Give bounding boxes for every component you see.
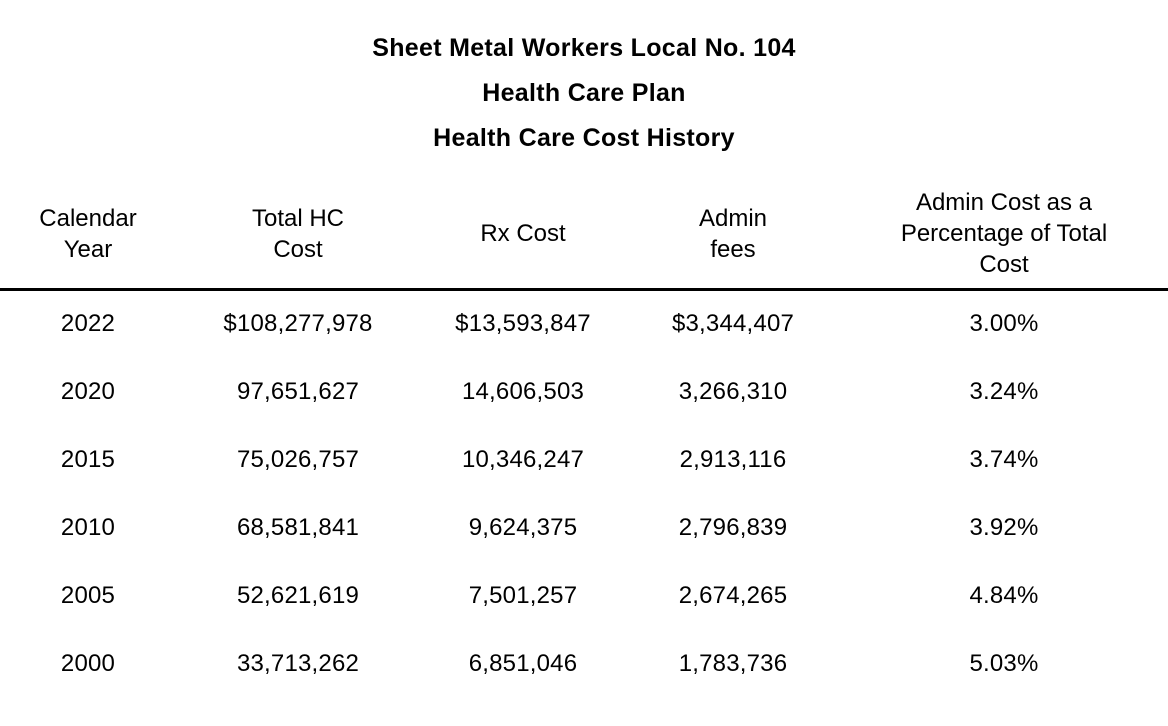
table-row: 2015 75,026,757 10,346,247 2,913,116 3.7… bbox=[0, 426, 1168, 494]
cell-total-hc-cost: 68,581,841 bbox=[236, 513, 360, 541]
title-line-plan: Health Care Plan bbox=[482, 79, 686, 107]
cell-rx-cost: 6,851,046 bbox=[468, 649, 578, 677]
cell-admin-fees: $3,344,407 bbox=[671, 310, 795, 338]
cell-year: 2022 bbox=[60, 310, 116, 338]
table-row: 2005 52,621,619 7,501,257 2,674,265 4.84… bbox=[0, 562, 1168, 630]
cell-admin-percent: 3.24% bbox=[969, 377, 1039, 405]
col-header-calendar-year: Calendar Year bbox=[0, 187, 176, 291]
table-header-row: Calendar Year Total HC Cost Rx Cost Admi… bbox=[0, 187, 1168, 291]
cell-rx-cost: 9,624,375 bbox=[468, 513, 578, 541]
col-header-admin-fees: Admin fees bbox=[626, 187, 840, 291]
cell-rx-cost: 7,501,257 bbox=[468, 581, 578, 609]
cell-year: 2015 bbox=[60, 445, 116, 473]
title-line-organization: Sheet Metal Workers Local No. 104 bbox=[372, 34, 796, 62]
col-header-rx-cost: Rx Cost bbox=[420, 187, 626, 291]
cell-admin-fees: 2,674,265 bbox=[678, 581, 788, 609]
cost-history-table: Calendar Year Total HC Cost Rx Cost Admi… bbox=[0, 187, 1168, 698]
table-row: 2022 $108,277,978 $13,593,847 $3,344,407… bbox=[0, 290, 1168, 358]
cell-rx-cost: $13,593,847 bbox=[455, 310, 591, 338]
cell-rx-cost: 10,346,247 bbox=[461, 445, 585, 473]
cell-year: 2005 bbox=[60, 581, 116, 609]
cell-admin-fees: 2,913,116 bbox=[679, 445, 787, 473]
cell-year: 2020 bbox=[60, 377, 116, 405]
cell-admin-percent: 3.74% bbox=[969, 445, 1039, 473]
cell-total-hc-cost: 33,713,262 bbox=[236, 649, 360, 677]
cell-total-hc-cost: 52,621,619 bbox=[236, 581, 360, 609]
cell-admin-fees: 1,783,736 bbox=[678, 649, 788, 677]
title-line-report: Health Care Cost History bbox=[433, 124, 735, 152]
cell-total-hc-cost: 75,026,757 bbox=[236, 445, 360, 473]
col-header-admin-cost-percentage: Admin Cost as a Percentage of Total Cost bbox=[840, 187, 1168, 291]
cell-admin-percent: 5.03% bbox=[969, 649, 1039, 677]
cell-total-hc-cost: 97,651,627 bbox=[236, 377, 360, 405]
cell-year: 2000 bbox=[60, 649, 116, 677]
cell-admin-fees: 2,796,839 bbox=[678, 513, 788, 541]
cell-rx-cost: 14,606,503 bbox=[461, 377, 585, 405]
cell-admin-fees: 3,266,310 bbox=[678, 377, 788, 405]
cell-admin-percent: 4.84% bbox=[969, 581, 1039, 609]
cell-admin-percent: 3.92% bbox=[969, 513, 1039, 541]
cell-admin-percent: 3.00% bbox=[969, 310, 1039, 338]
table-row: 2000 33,713,262 6,851,046 1,783,736 5.03… bbox=[0, 630, 1168, 698]
col-header-total-hc-cost: Total HC Cost bbox=[176, 187, 420, 291]
table-row: 2010 68,581,841 9,624,375 2,796,839 3.92… bbox=[0, 494, 1168, 562]
cell-year: 2010 bbox=[60, 513, 116, 541]
document-title: Sheet Metal Workers Local No. 104 Health… bbox=[0, 0, 1168, 161]
cell-total-hc-cost: $108,277,978 bbox=[223, 310, 373, 338]
table-row: 2020 97,651,627 14,606,503 3,266,310 3.2… bbox=[0, 358, 1168, 426]
